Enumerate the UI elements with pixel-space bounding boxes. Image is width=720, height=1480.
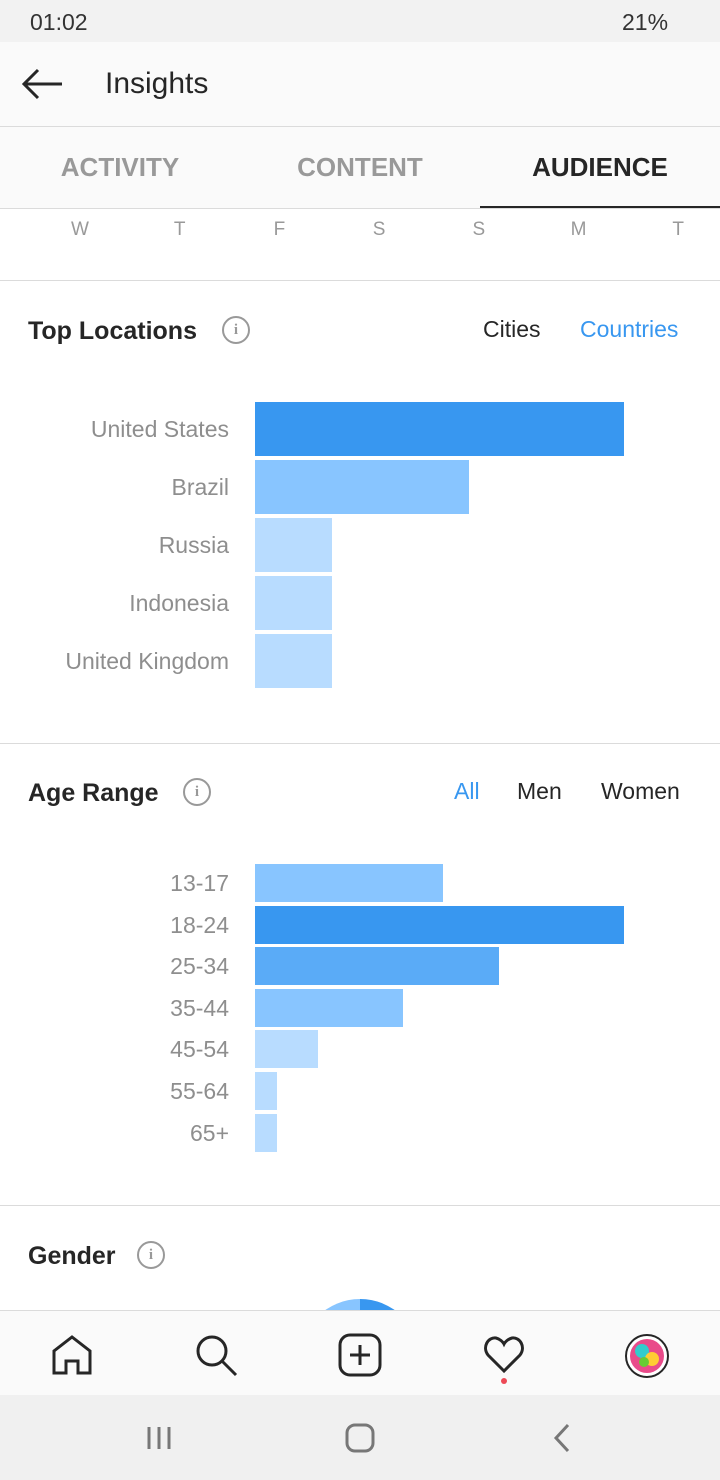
bar-label: Brazil (171, 474, 229, 500)
bar (255, 460, 470, 514)
tab[interactable]: AUDIENCE (480, 127, 720, 208)
section-title: Top Locations (28, 317, 197, 345)
bar-label: Russia (158, 532, 229, 558)
back-system-button[interactable] (552, 1423, 572, 1453)
info-icon[interactable]: i (183, 778, 211, 806)
weekday: W (71, 219, 89, 240)
tab[interactable]: CONTENT (297, 152, 423, 182)
weekday: M (570, 219, 587, 240)
weekday: T (672, 219, 684, 240)
title: Insights (105, 67, 209, 100)
search-icon[interactable] (194, 1333, 238, 1377)
bar (255, 905, 624, 944)
new-post-icon[interactable] (338, 1333, 382, 1377)
status-bar: 01:02 21% (0, 0, 720, 42)
time: 01:02 (30, 9, 88, 35)
profile-icon[interactable] (624, 1333, 670, 1379)
bar (255, 576, 333, 630)
back-button[interactable] (20, 66, 64, 102)
bar (255, 402, 624, 456)
bottom-nav (0, 1310, 720, 1396)
age-range: Age Range i All Men Women 13-17 18-24 25-3… (0, 743, 720, 1206)
weekday: S (372, 219, 386, 240)
bar-label: United Kingdom (65, 648, 229, 674)
battery: 21% (622, 9, 669, 35)
filter[interactable]: Men (517, 778, 562, 804)
weekday: T (173, 219, 186, 240)
weekday: S (472, 219, 486, 240)
home-button[interactable] (345, 1423, 375, 1453)
bar-label: 45-54 (170, 1036, 229, 1063)
section-title: Gender (28, 1242, 116, 1270)
bar-label: 18-24 (170, 911, 229, 938)
bar (255, 1030, 318, 1069)
filter[interactable]: Women (601, 778, 680, 804)
bar-label: United States (90, 416, 229, 442)
bar-label: 35-44 (170, 994, 229, 1021)
bar (255, 1072, 278, 1110)
bar (255, 1113, 278, 1152)
bar (255, 634, 333, 688)
filter[interactable]: Cities (483, 316, 541, 342)
filter[interactable]: All (454, 778, 480, 804)
bar-label: Indonesia (129, 590, 229, 616)
bar (255, 988, 403, 1027)
weekday: F (273, 219, 286, 240)
section-title: Age Range (28, 779, 159, 807)
bar (255, 947, 499, 986)
bar-label: 25-34 (170, 953, 229, 980)
tabs: ACTIVITY CONTENT AUDIENCE (0, 127, 720, 209)
bar (255, 518, 333, 572)
top-locations: Top Locations i Cities Countries United … (0, 280, 720, 744)
info-icon[interactable]: i (137, 1241, 165, 1269)
home-icon[interactable] (50, 1333, 94, 1377)
bar-label: 13-17 (170, 870, 229, 896)
gender: Gender i (0, 1205, 720, 1311)
recents-button[interactable] (145, 1425, 175, 1451)
filter[interactable]: Countries (580, 316, 679, 342)
bar-label: 65+ (189, 1119, 229, 1146)
tab[interactable]: ACTIVITY (60, 152, 180, 182)
activity-icon[interactable] (482, 1333, 526, 1385)
header: Insights (0, 42, 720, 127)
bar (255, 864, 444, 902)
info-icon[interactable]: i (222, 316, 250, 344)
bar-label: 55-64 (170, 1078, 229, 1104)
system-nav (0, 1395, 720, 1480)
